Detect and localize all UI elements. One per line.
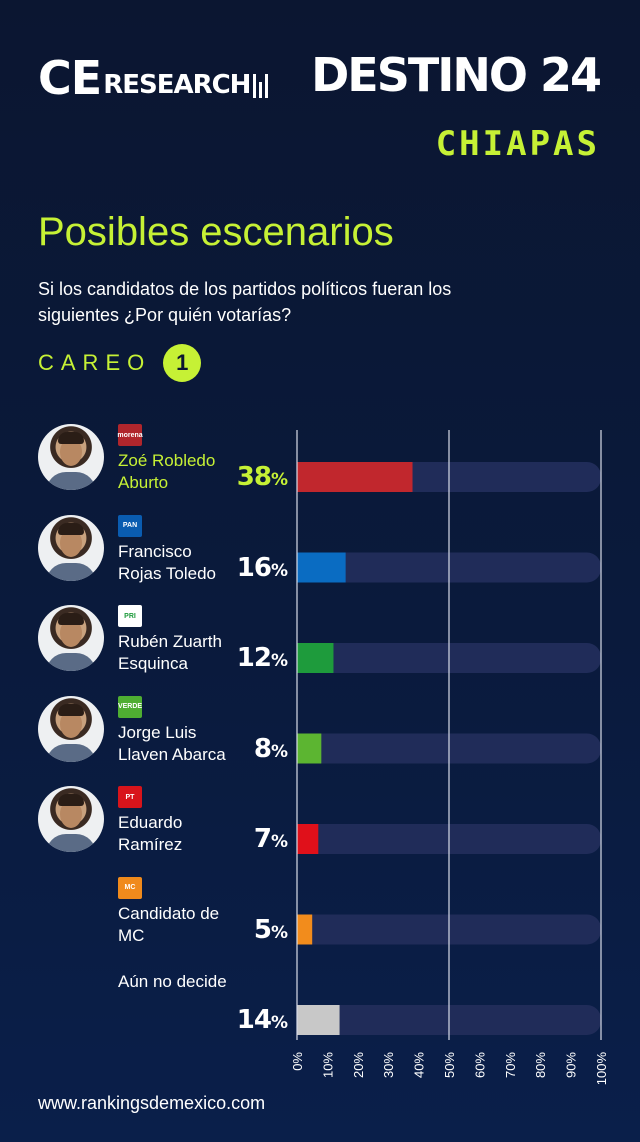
bar-7 xyxy=(297,1005,340,1035)
footer-url[interactable]: www.rankingsdemexico.com xyxy=(38,1093,266,1113)
candidate-row: VERDE Jorge Luis Llaven Abarca 8% xyxy=(0,695,640,786)
candidate-name: Eduardo Ramírez xyxy=(118,813,183,854)
bar-5 xyxy=(297,824,319,854)
candidate-row: PRI Rubén Zuarth Esquinca 12% xyxy=(0,605,640,695)
tick-label: 10% xyxy=(320,1052,335,1078)
brand-title: DESTINO 24 xyxy=(311,48,602,102)
tick-label: 80% xyxy=(533,1052,548,1078)
careo-text: CAREO xyxy=(38,350,152,375)
candidate-row: MC Candidato de MC 5% xyxy=(0,876,640,967)
logo-research-text: RESEARCH xyxy=(103,70,251,100)
candidate-name: Rubén Zuarth Esquinca xyxy=(118,632,222,673)
tick-label: 0% xyxy=(290,1052,305,1071)
logo-ce-text: CE xyxy=(38,51,102,105)
tick-label: 40% xyxy=(412,1052,427,1078)
tick-label: 30% xyxy=(381,1052,396,1078)
bar-2 xyxy=(297,552,346,583)
bar-6 xyxy=(297,914,313,945)
tick-label: 90% xyxy=(564,1052,579,1078)
brand-subtitle: CHIAPAS xyxy=(435,124,600,164)
candidate-name: Zoé Robledo Aburto xyxy=(118,451,216,492)
ce-research-logo: CE RESEARCH xyxy=(38,51,269,105)
candidate-percentage: 16% xyxy=(236,552,288,583)
survey-question: Si los candidatos de los partidos políti… xyxy=(38,279,452,325)
candidate-percentage: 7% xyxy=(253,824,288,854)
candidate-photo xyxy=(38,514,104,581)
candidate-percentage: 14% xyxy=(236,1005,288,1035)
logo-bars-icon xyxy=(253,74,269,98)
bar-3 xyxy=(297,643,334,673)
candidate-photo xyxy=(38,786,104,852)
candidate-row: morena Zoé Robledo Aburto 38% xyxy=(0,424,640,514)
candidate-row: PAN Francisco Rojas Toledo 16% xyxy=(0,514,640,605)
candidate-photo xyxy=(38,605,104,671)
candidate-percentage: 8% xyxy=(253,733,288,764)
candidate-name: Candidato de MC xyxy=(118,903,220,945)
candidate-row: Aún no decide 14% xyxy=(0,967,640,1057)
party-logo-icon: PT xyxy=(118,786,142,808)
tick-label: 60% xyxy=(472,1052,487,1078)
page-heading: Posibles escenarios xyxy=(38,210,394,254)
candidate-row: PT Eduardo Ramírez 7% xyxy=(0,786,640,876)
candidate-photo xyxy=(38,424,104,490)
candidate-percentage: 5% xyxy=(253,914,288,945)
candidate-percentage: 12% xyxy=(236,643,288,673)
party-logo-icon: morena xyxy=(117,424,143,446)
tick-label: 50% xyxy=(442,1052,457,1078)
candidate-photo xyxy=(38,695,104,762)
tick-label: 100% xyxy=(594,1052,609,1086)
party-logo-icon: PAN xyxy=(118,514,142,537)
tick-label: 70% xyxy=(503,1052,518,1078)
candidate-name: Aún no decide xyxy=(118,972,227,991)
party-logo-icon: MC xyxy=(118,876,142,899)
candidate-percentage: 38% xyxy=(236,462,288,492)
candidate-name: Jorge Luis Llaven Abarca xyxy=(118,722,226,764)
candidate-name: Francisco Rojas Toledo xyxy=(118,541,216,583)
party-logo-icon: VERDE xyxy=(118,695,142,718)
bar-1 xyxy=(297,462,413,492)
tick-label: 20% xyxy=(351,1052,366,1078)
careo-number-badge: 1 xyxy=(163,344,202,382)
party-logo-icon: PRI xyxy=(118,605,142,627)
bar-4 xyxy=(297,733,322,764)
careo-label: CAREO 1 xyxy=(38,344,202,382)
